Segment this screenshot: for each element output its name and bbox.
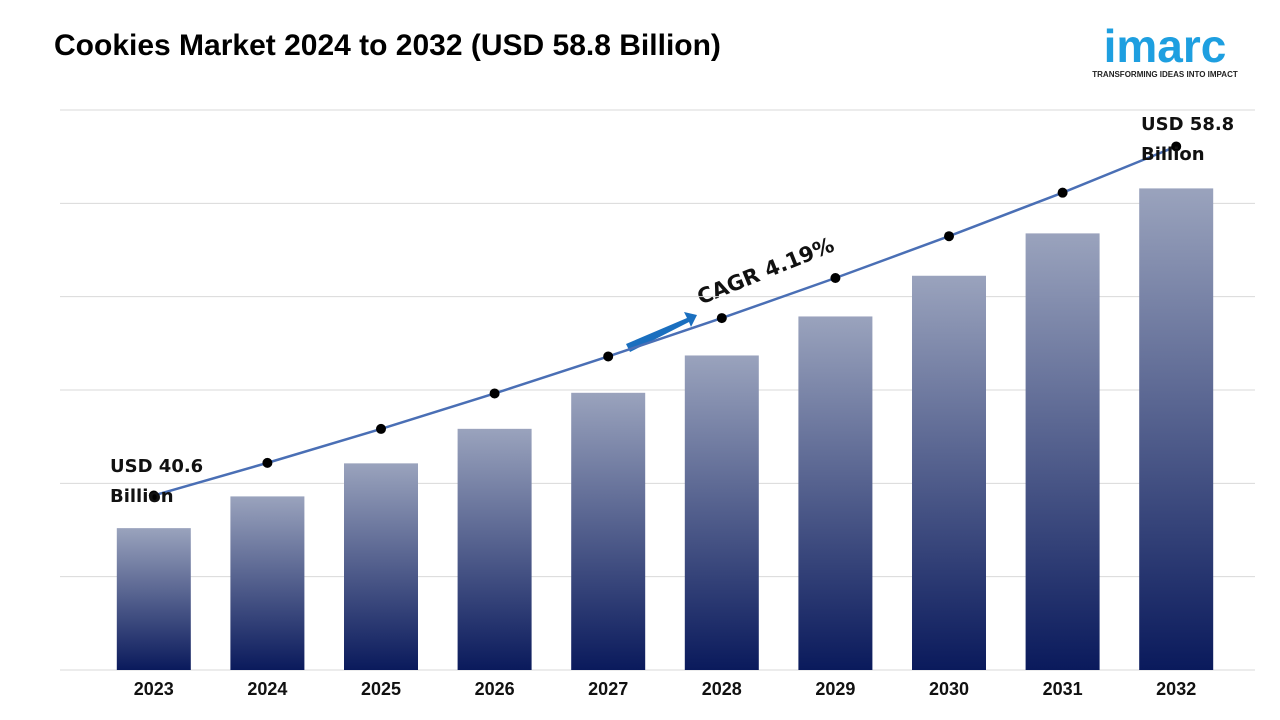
line-point bbox=[830, 273, 841, 283]
line-point bbox=[489, 388, 500, 399]
x-tick-label: 2027 bbox=[588, 679, 628, 699]
line-point bbox=[944, 231, 954, 242]
line-point bbox=[1171, 141, 1182, 152]
bar bbox=[1025, 233, 1100, 671]
start-annotation: USD 40.6 Billion bbox=[110, 456, 204, 507]
bar bbox=[1139, 188, 1214, 670]
x-tick-label: 2028 bbox=[702, 679, 742, 699]
line-point bbox=[262, 457, 273, 468]
bar bbox=[798, 316, 873, 670]
x-tick-label: 2029 bbox=[815, 679, 855, 699]
cagr-arrow bbox=[626, 312, 697, 352]
bar bbox=[684, 355, 759, 670]
line-point bbox=[376, 423, 386, 434]
logo-name: imarc bbox=[1104, 20, 1227, 72]
x-tick-label: 2032 bbox=[1156, 679, 1196, 699]
bar bbox=[912, 275, 986, 670]
cagr-label: CAGR 4.19% bbox=[694, 233, 838, 310]
x-tick-label: 2030 bbox=[929, 679, 969, 699]
x-tick-label: 2025 bbox=[361, 679, 401, 699]
x-tick-label: 2031 bbox=[1043, 679, 1083, 699]
line-point bbox=[603, 351, 614, 362]
end-annotation: USD 58.8 Billion bbox=[1141, 114, 1235, 165]
line bbox=[153, 145, 1177, 497]
bar bbox=[457, 428, 532, 670]
bar bbox=[116, 528, 191, 670]
bar bbox=[571, 392, 646, 670]
line-point bbox=[1057, 187, 1068, 198]
x-tick-label: 2026 bbox=[475, 679, 515, 699]
x-tick-label: 2023 bbox=[134, 679, 174, 699]
line-point bbox=[148, 490, 159, 501]
bar bbox=[344, 463, 418, 670]
chart-title: Cookies Market 2024 to 2032 (USD 58.8 Bi… bbox=[54, 29, 721, 62]
line-point bbox=[716, 313, 727, 324]
x-tick-label: 2024 bbox=[247, 679, 287, 699]
logo-tagline: TRANSFORMING IDEAS INTO IMPACT bbox=[1092, 70, 1238, 79]
bar bbox=[230, 496, 305, 670]
